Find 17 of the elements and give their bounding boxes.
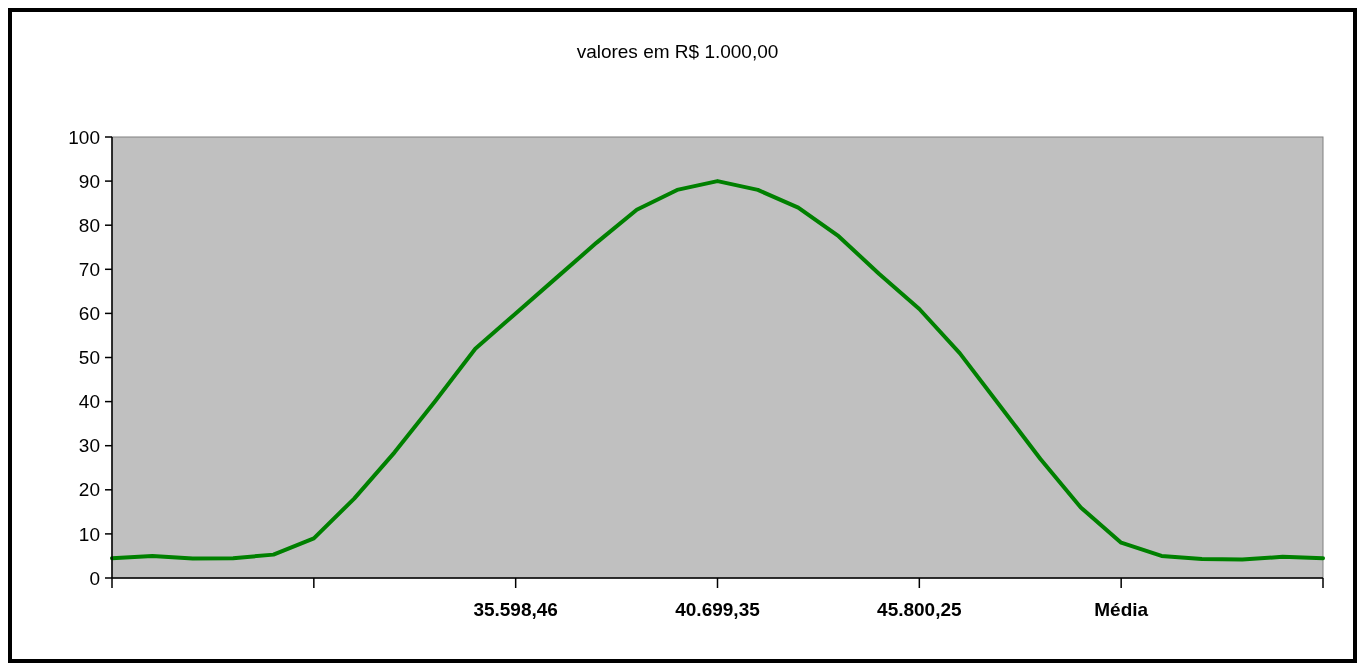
y-tick-label: 30	[78, 435, 100, 457]
y-tick-label: 70	[78, 258, 100, 280]
x-tick-label: 45.800,25	[877, 599, 963, 620]
y-tick-label: 50	[78, 347, 100, 369]
y-tick-label: 80	[78, 214, 100, 236]
y-tick-label: 20	[78, 479, 100, 501]
y-tick-label: 0	[89, 567, 100, 589]
y-tick-label: 10	[78, 523, 100, 545]
line-series	[110, 179, 1325, 562]
x-tick-label: 35.598,46	[473, 599, 558, 620]
y-tick-label: 60	[78, 303, 100, 325]
y-tick-label: 40	[78, 391, 100, 413]
chart-title: valores em R$ 1.000,00	[576, 41, 779, 62]
x-tick-label: 40.699,35	[675, 599, 761, 620]
x-tick-label: Média	[1094, 599, 1149, 620]
y-tick-label: 100	[68, 126, 100, 148]
y-tick-label: 90	[78, 170, 100, 192]
